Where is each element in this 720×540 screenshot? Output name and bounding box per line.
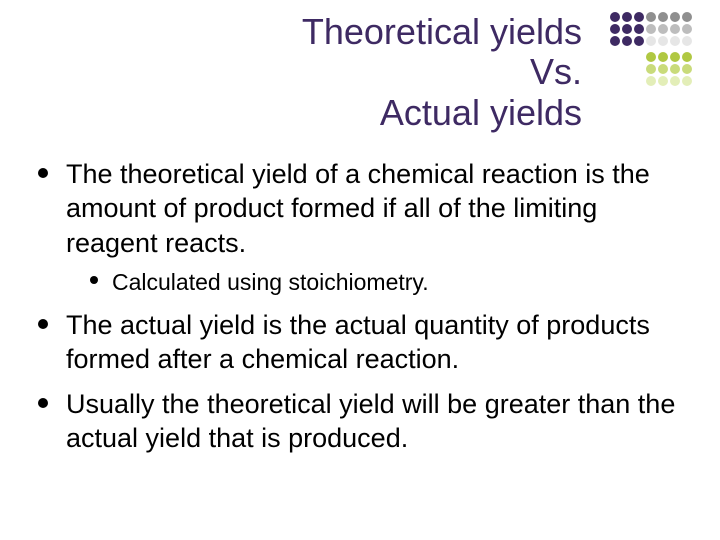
- deco-dot: [682, 52, 692, 62]
- deco-dot: [622, 24, 632, 34]
- deco-dot: [682, 12, 692, 22]
- bullet-item: Usually the theoretical yield will be gr…: [32, 387, 692, 456]
- slide: Theoretical yields Vs. Actual yields The…: [0, 0, 720, 540]
- deco-dot: [658, 64, 668, 74]
- deco-dot: [682, 24, 692, 34]
- deco-dot: [682, 36, 692, 46]
- deco-dot: [646, 64, 656, 74]
- sub-bullet-text: Calculated using stoichiometry.: [112, 269, 429, 295]
- deco-dot: [634, 36, 644, 46]
- bullet-icon: [38, 168, 48, 178]
- deco-dot: [670, 12, 680, 22]
- bullet-icon: [38, 319, 48, 329]
- deco-dot: [682, 64, 692, 74]
- deco-dot: [622, 36, 632, 46]
- bullet-icon: [38, 398, 48, 408]
- deco-dot: [646, 52, 656, 62]
- deco-dot: [646, 36, 656, 46]
- bullet-text: The actual yield is the actual quantity …: [66, 310, 650, 375]
- deco-dot: [658, 12, 668, 22]
- deco-dot: [634, 12, 644, 22]
- deco-dot: [646, 76, 656, 86]
- corner-decoration: [610, 12, 702, 104]
- deco-dot: [682, 76, 692, 86]
- title-line-2: Vs.: [28, 52, 582, 92]
- deco-dot: [670, 24, 680, 34]
- bullet-text: Usually the theoretical yield will be gr…: [66, 389, 675, 454]
- deco-dot: [658, 76, 668, 86]
- bullet-list: The theoretical yield of a chemical reac…: [32, 157, 692, 456]
- deco-dot: [622, 12, 632, 22]
- bullet-item: The theoretical yield of a chemical reac…: [32, 157, 692, 298]
- deco-dot: [646, 12, 656, 22]
- deco-dot: [670, 36, 680, 46]
- deco-dot: [670, 52, 680, 62]
- deco-dot: [610, 24, 620, 34]
- deco-dot: [658, 52, 668, 62]
- deco-dot: [658, 24, 668, 34]
- deco-dot: [610, 12, 620, 22]
- slide-body: The theoretical yield of a chemical reac…: [28, 157, 692, 456]
- sub-bullet-list: Calculated using stoichiometry.: [66, 267, 692, 298]
- deco-dot: [670, 76, 680, 86]
- deco-dot: [610, 36, 620, 46]
- slide-title: Theoretical yields Vs. Actual yields: [28, 12, 582, 133]
- title-line-3: Actual yields: [28, 93, 582, 133]
- deco-dot: [646, 24, 656, 34]
- deco-dot: [634, 24, 644, 34]
- bullet-icon: [90, 276, 98, 284]
- deco-dot: [658, 36, 668, 46]
- bullet-text: The theoretical yield of a chemical reac…: [66, 159, 650, 258]
- sub-bullet-item: Calculated using stoichiometry.: [66, 267, 692, 298]
- title-line-1: Theoretical yields: [28, 12, 582, 52]
- bullet-item: The actual yield is the actual quantity …: [32, 308, 692, 377]
- deco-dot: [670, 64, 680, 74]
